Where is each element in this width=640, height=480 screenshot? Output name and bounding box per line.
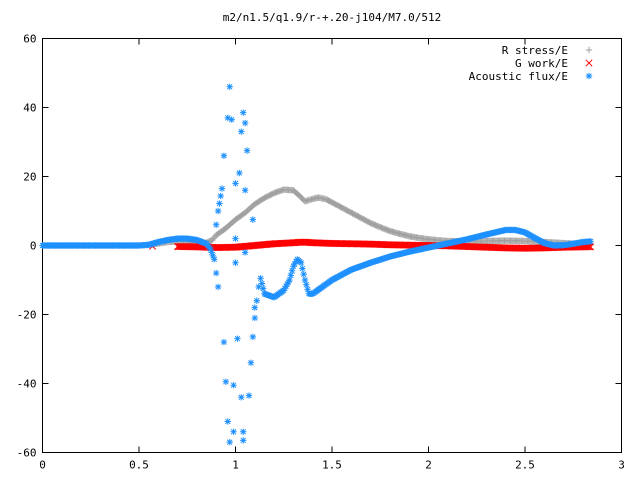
data-point (209, 252, 217, 260)
data-point (214, 283, 222, 291)
x-tick-label: 0.5 (129, 459, 149, 472)
legend-label: Acoustic flux/E (469, 70, 568, 83)
data-marks (39, 83, 595, 446)
data-point (217, 192, 224, 200)
data-point (291, 260, 298, 268)
x-tick-label: 1.5 (322, 459, 342, 472)
data-point (297, 259, 305, 266)
data-point (282, 283, 290, 290)
data-point (241, 249, 249, 256)
x-tick-label: 2.5 (515, 459, 535, 472)
y-tick-label: 40 (23, 102, 36, 115)
data-point (222, 378, 230, 385)
data-point (247, 359, 255, 366)
y-tick-label: -60 (17, 447, 37, 460)
data-point (300, 271, 307, 278)
data-point (224, 418, 231, 425)
data-point (304, 286, 311, 293)
data-point (285, 278, 292, 286)
data-point (238, 128, 245, 135)
data-point (228, 116, 235, 123)
data-point (284, 280, 291, 288)
data-point (220, 338, 228, 346)
chart-title: m2/n1.5/q1.9/r-+.20-j104/M7.0/512 (223, 11, 442, 24)
data-point (241, 119, 249, 127)
data-point (240, 437, 247, 444)
data-point (208, 249, 215, 256)
y-tick-label: -20 (17, 309, 37, 322)
data-point (213, 221, 220, 228)
data-point (257, 275, 264, 282)
y-tick-label: 20 (23, 171, 36, 184)
data-point (238, 394, 245, 401)
data-point (281, 285, 289, 292)
data-point (280, 287, 287, 294)
y-tick-label: -40 (17, 378, 37, 391)
data-point (258, 280, 266, 287)
series-0 (149, 186, 594, 248)
legend-marker (585, 72, 593, 80)
data-point (287, 272, 295, 279)
data-point (230, 382, 237, 389)
data-point (245, 392, 253, 399)
data-point (214, 207, 222, 215)
data-point (249, 333, 257, 341)
data-point (303, 281, 310, 288)
data-point (216, 200, 223, 207)
data-point (243, 147, 251, 154)
data-point (218, 185, 226, 192)
data-point (210, 235, 217, 242)
data-point (253, 297, 260, 304)
data-point (286, 276, 293, 284)
data-point (211, 256, 218, 263)
data-point (230, 428, 237, 435)
data-point (209, 236, 216, 244)
data-point (251, 314, 258, 322)
data-point (241, 187, 249, 194)
data-point (232, 259, 239, 266)
x-tick-label: 3 (618, 459, 625, 472)
data-point (259, 285, 267, 292)
data-point (587, 238, 594, 245)
data-point (292, 258, 300, 265)
data-point (301, 276, 309, 284)
data-point (251, 304, 258, 311)
data-point (288, 267, 296, 274)
y-tick-label: 0 (30, 240, 37, 253)
legend-marker (585, 59, 593, 67)
data-point (249, 216, 257, 223)
data-point (240, 428, 247, 435)
data-point (232, 180, 239, 187)
axis-ticks: 0 0.5 1 1.5 2 2.5 3 -60 -40 -20 0 20 40 60 (17, 33, 625, 472)
x-tick-label: 1 (232, 459, 239, 472)
data-point (255, 283, 262, 291)
data-point (226, 438, 233, 446)
data-point (232, 235, 239, 242)
data-point (224, 114, 231, 122)
data-point (290, 263, 297, 270)
data-point (226, 83, 233, 90)
legend-marker (585, 46, 593, 54)
data-point (220, 152, 228, 159)
x-tick-label: 0 (39, 459, 46, 472)
legend-label: G work/E (515, 57, 568, 70)
data-point (299, 265, 306, 272)
series-2 (39, 83, 594, 446)
data-point (207, 245, 214, 253)
data-point (234, 335, 241, 342)
data-point (236, 169, 243, 177)
y-tick-label: 60 (23, 33, 36, 46)
legend-label: R stress/E (502, 44, 568, 57)
data-point (240, 109, 247, 116)
data-point (213, 269, 220, 277)
x-tick-label: 2 (425, 459, 432, 472)
